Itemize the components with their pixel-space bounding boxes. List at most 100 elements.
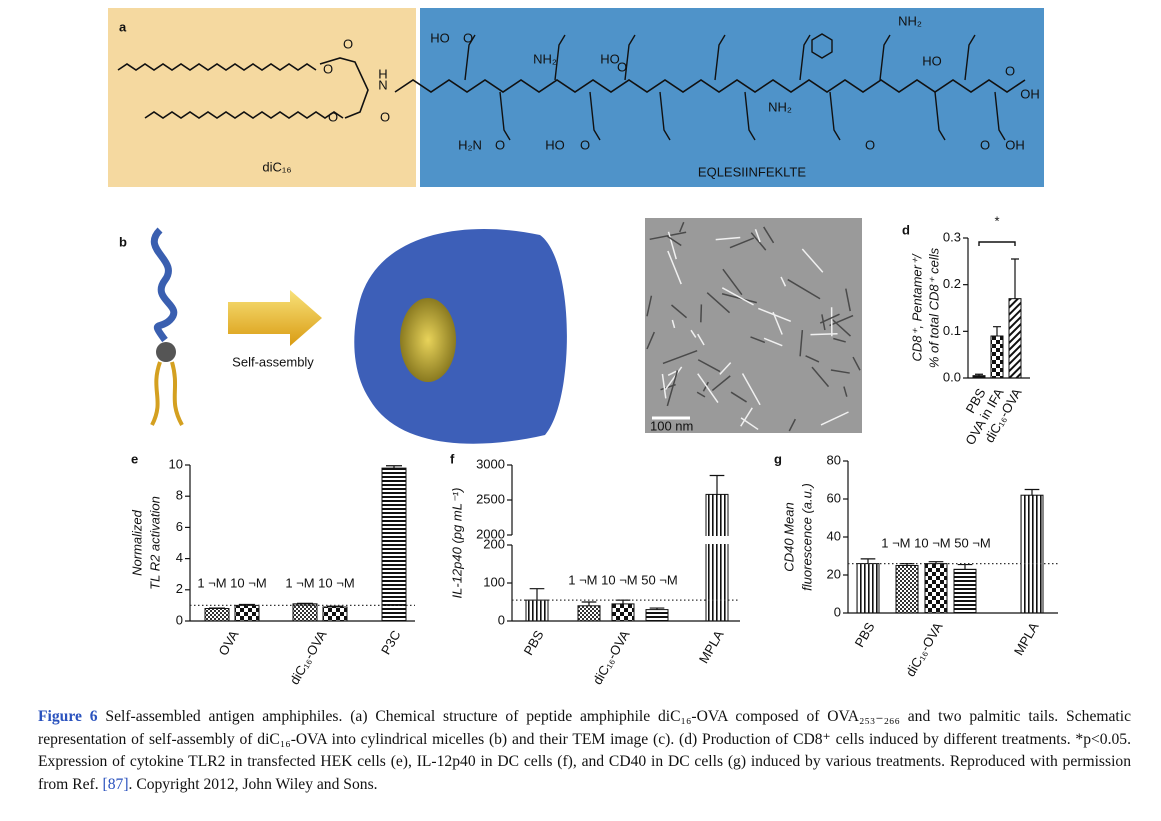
atom-label: HO: [922, 53, 942, 68]
panel-label: a: [119, 19, 127, 34]
fiber: [843, 386, 848, 397]
fiber: [787, 278, 821, 300]
dose-annotation: 1 ¬M 10 ¬M: [197, 575, 266, 590]
fiber: [719, 362, 732, 375]
bar: [611, 603, 635, 622]
fiber: [754, 228, 761, 243]
bar: [381, 467, 407, 622]
x-tick-label: MPLA: [1011, 619, 1042, 657]
atom-label: NH₂: [768, 99, 792, 114]
y-tick-label: 4: [176, 550, 183, 565]
atom-label: NH₂: [533, 51, 557, 66]
fiber: [664, 366, 683, 391]
side-chain: [994, 91, 1006, 141]
fiber: [830, 369, 850, 374]
fiber: [667, 231, 677, 260]
atom-label: O: [380, 109, 390, 124]
caption-text: Self-assembled antigen amphiphiles. (a) …: [38, 708, 1131, 793]
side-chain: [624, 34, 636, 81]
atom-label: O: [323, 61, 333, 76]
fiber: [845, 288, 851, 312]
dose-annotation: 1 ¬M 10 ¬M: [285, 575, 354, 590]
error-bar: [993, 326, 1001, 336]
atom-label: O: [580, 137, 590, 152]
chain: [144, 111, 344, 119]
bar: [577, 605, 601, 622]
fiber: [711, 375, 731, 392]
fiber: [811, 366, 830, 388]
fiber: [788, 418, 796, 432]
fiber: [830, 317, 851, 337]
caption: Figure 6 Self-assembled antigen amphiphi…: [38, 706, 1131, 796]
side-chain: [744, 91, 756, 141]
head-group: [156, 342, 176, 362]
fiber: [721, 293, 757, 304]
bar: [234, 604, 260, 622]
fiber: [722, 268, 743, 296]
chain: [117, 63, 317, 71]
error-bar: [529, 588, 545, 601]
bar: [645, 609, 669, 622]
fiber: [715, 236, 741, 241]
fiber: [750, 336, 766, 344]
backbone: [394, 79, 1026, 93]
atom-label: O: [617, 59, 627, 74]
side-chain: [934, 91, 946, 141]
scale-label: 100 nm: [650, 418, 693, 433]
peptide-box: [420, 8, 1044, 187]
y-tick-label: 20: [827, 566, 841, 581]
lipid-label: diC₁₆: [262, 159, 291, 174]
y-tick-label: 80: [827, 452, 841, 467]
y-axis-label: TL R2 activation: [147, 496, 162, 590]
y-tick-label: 0: [498, 612, 505, 627]
significance-bracket: [978, 241, 1016, 246]
bar: [953, 568, 977, 614]
panel-label: b: [119, 234, 127, 249]
y-tick-label: 0.1: [943, 323, 961, 338]
fiber: [666, 370, 679, 407]
side-chain: [499, 91, 511, 141]
side-chain: [464, 34, 476, 81]
peptide-coil: [150, 227, 178, 343]
y-axis-label: Normalized: [129, 509, 144, 576]
fiber: [690, 329, 697, 338]
arrow: [228, 290, 322, 346]
fiber: [750, 232, 767, 251]
y-tick-label: 0.2: [943, 276, 961, 291]
y-axis-label: CD8⁺, Pentamer⁺/: [909, 253, 924, 361]
reference[interactable]: [87]: [102, 775, 129, 793]
fiber: [772, 311, 783, 335]
bar: [1020, 494, 1044, 614]
panel-label: f: [450, 451, 455, 466]
fiber: [740, 407, 753, 427]
fiber: [833, 337, 846, 343]
atom-label: O: [495, 137, 505, 152]
y-axis-label: CD40 Mean: [781, 502, 796, 571]
figure: diC₁₆ EQLESIINFEKLTE a b c d e f g Self-…: [108, 8, 1058, 687]
fiber: [721, 287, 754, 306]
fiber: [700, 304, 703, 323]
fiber: [697, 359, 721, 373]
linker: [319, 57, 369, 119]
dose-annotation: 1 ¬M 10 ¬M 50 ¬M: [568, 572, 677, 587]
panel-label: e: [131, 451, 138, 466]
y-axis-label: IL-12p40 (pg mL⁻¹): [449, 488, 464, 599]
side-chain: [964, 34, 976, 81]
y-tick-label: 0.0: [943, 369, 961, 384]
atom-label: OH: [1005, 137, 1025, 152]
peptide-label: EQLESIINFEKLTE: [698, 164, 806, 179]
fiber: [679, 221, 685, 233]
atom-label: O: [980, 137, 990, 152]
y-tick-label: 40: [827, 528, 841, 543]
atom-label: O: [343, 36, 353, 51]
x-tick-label: PBS: [521, 627, 547, 657]
side-chain: [799, 34, 811, 81]
y-tick-label: 200: [483, 536, 505, 551]
fiber: [671, 304, 688, 319]
micelle: [354, 228, 567, 444]
fiber: [662, 350, 698, 365]
fiber: [702, 381, 709, 392]
fiber: [730, 391, 747, 403]
side-chain: [714, 34, 726, 81]
atom-label: O: [865, 137, 875, 152]
